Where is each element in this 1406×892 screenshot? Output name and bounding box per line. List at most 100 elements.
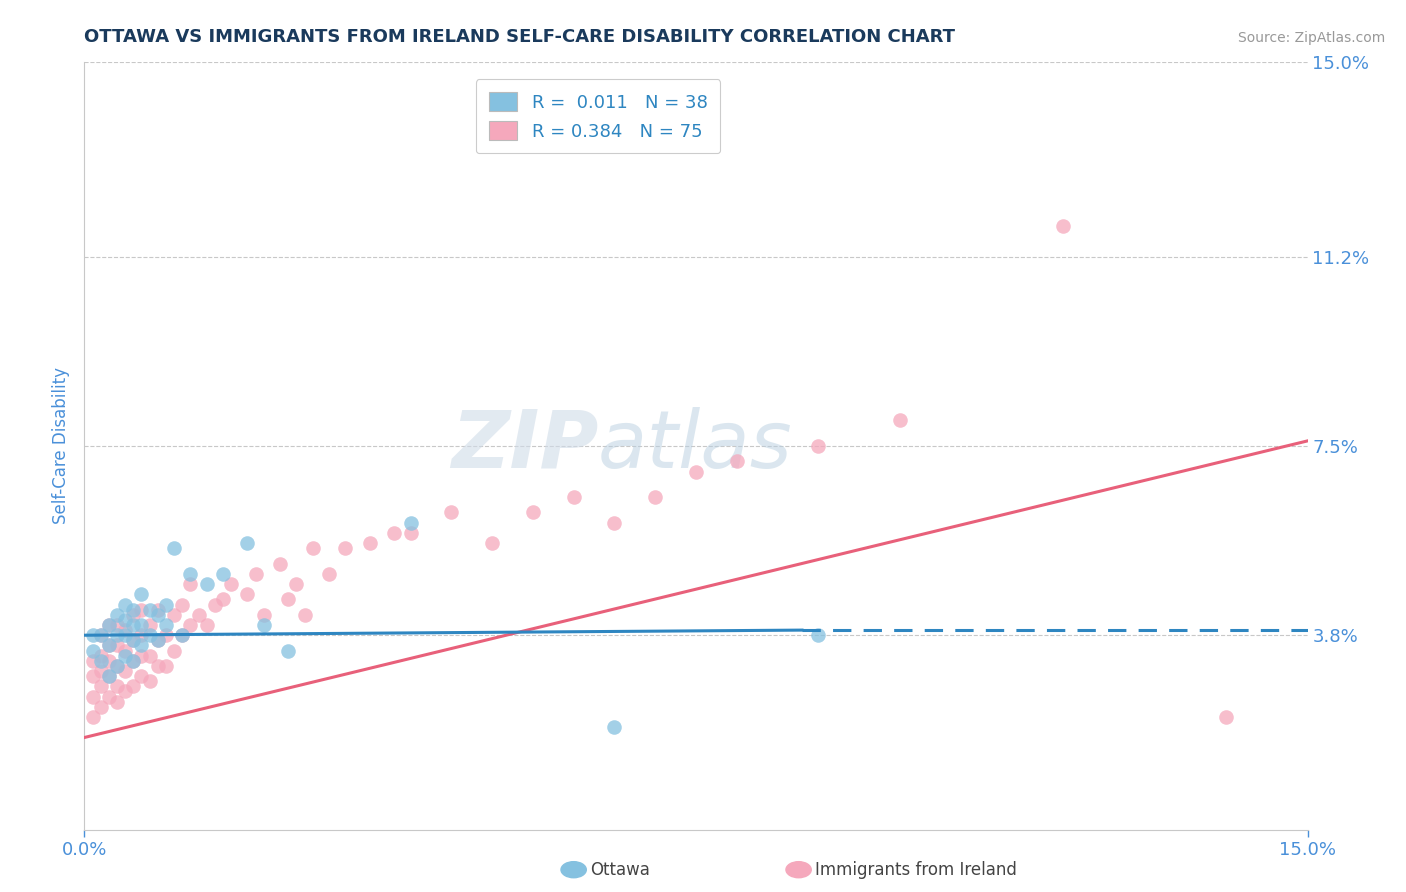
Point [138,628,160,642]
Point [245,566,267,581]
Point [138,674,160,689]
Point [122,654,145,668]
Point [114,648,136,663]
Point [131,648,153,663]
Point [90,628,112,642]
Point [131,602,153,616]
Point [807,628,830,642]
Point [219,577,242,591]
Point [146,633,169,648]
Point [97,690,120,704]
Point [82,690,104,704]
Point [277,643,299,657]
Point [114,598,136,612]
Point [114,623,136,637]
Point [1052,219,1074,233]
Point [90,664,112,678]
Point [105,618,128,632]
Point [82,710,104,724]
Point [399,525,422,540]
Point [269,557,291,571]
Point [399,516,422,530]
Point [285,577,308,591]
Point [318,566,340,581]
Point [382,525,405,540]
Point [195,577,218,591]
Point [212,592,235,607]
Y-axis label: Self-Care Disability: Self-Care Disability [52,368,70,524]
Point [163,607,186,622]
Point [155,659,177,673]
Point [122,618,145,632]
Point [359,536,381,550]
Point [131,669,153,683]
Point [172,598,194,612]
Point [253,618,276,632]
Point [122,654,145,668]
Point [97,639,120,653]
Point [236,536,259,550]
Point [212,566,235,581]
Point [97,654,120,668]
Point [138,602,160,616]
Point [122,607,145,622]
Point [725,454,748,468]
Point [105,639,128,653]
Point [105,695,128,709]
Point [1215,710,1237,724]
Point [253,607,276,622]
Point [187,607,209,622]
Point [481,536,503,550]
Point [90,679,112,693]
Text: atlas: atlas [598,407,793,485]
Point [97,669,120,683]
Point [603,516,626,530]
Point [172,628,194,642]
Point [131,639,153,653]
Point [114,684,136,698]
Point [97,669,120,683]
Point [97,639,120,653]
Text: Ottawa: Ottawa [591,861,651,879]
Point [277,592,299,607]
Point [105,659,128,673]
Text: ZIP: ZIP [451,407,598,485]
Point [131,587,153,601]
Point [90,648,112,663]
Point [195,618,218,632]
Point [114,613,136,627]
Point [179,566,201,581]
Point [146,633,169,648]
Text: OTTAWA VS IMMIGRANTS FROM IRELAND SELF-CARE DISABILITY CORRELATION CHART: OTTAWA VS IMMIGRANTS FROM IRELAND SELF-C… [84,28,955,45]
Point [204,598,226,612]
Point [82,628,104,642]
Point [131,628,153,642]
Point [138,618,160,632]
Point [172,628,194,642]
Point [685,465,707,479]
Point [335,541,357,556]
Point [138,648,160,663]
Point [155,628,177,642]
Legend: R =  0.011   N = 38, R = 0.384   N = 75: R = 0.011 N = 38, R = 0.384 N = 75 [475,79,720,153]
Point [163,541,186,556]
Text: Source: ZipAtlas.com: Source: ZipAtlas.com [1237,31,1385,45]
Point [294,607,316,622]
Point [131,618,153,632]
Point [122,602,145,616]
Point [163,643,186,657]
Point [522,506,544,520]
Point [146,659,169,673]
Point [644,490,666,504]
Point [105,607,128,622]
Point [236,587,259,601]
Point [122,679,145,693]
Point [97,618,120,632]
Point [90,654,112,668]
Point [301,541,323,556]
Point [114,628,136,642]
Point [90,628,112,642]
Point [807,439,830,453]
Point [146,602,169,616]
Point [90,699,112,714]
